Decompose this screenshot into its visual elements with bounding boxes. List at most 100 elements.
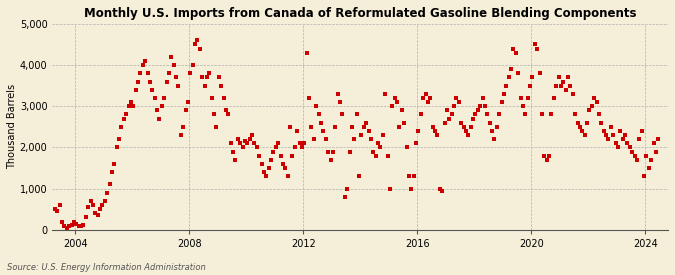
Point [107,170,117,174]
Point [152,108,163,112]
Point [178,125,188,129]
Point [180,108,191,112]
Point [385,186,396,191]
Point [522,96,533,100]
Point [277,162,288,166]
Point [316,120,327,125]
Point [69,219,80,224]
Point [418,96,429,100]
Point [446,112,457,117]
Point [534,71,545,76]
Point [92,213,103,218]
Point [349,137,360,141]
Point [622,141,633,145]
Point [624,145,635,150]
Point [465,125,476,129]
Point [587,104,597,108]
Point [308,137,319,141]
Point [553,75,564,80]
Point [299,141,310,145]
Point [579,133,590,137]
Point [570,112,580,117]
Point [620,133,630,137]
Point [90,211,101,216]
Point [420,92,431,96]
Point [477,96,488,100]
Point [408,174,419,178]
Point [510,51,521,55]
Point [296,145,307,150]
Point [598,129,609,133]
Point [273,141,284,145]
Point [163,71,174,76]
Point [252,145,263,150]
Point [496,100,507,104]
Point [610,141,621,145]
Point [439,120,450,125]
Point [513,71,524,76]
Point [88,203,99,207]
Point [556,83,566,88]
Point [368,149,379,154]
Point [460,129,471,133]
Point [261,174,272,178]
Point [406,186,416,191]
Point [375,145,386,150]
Point [370,153,381,158]
Point [601,133,612,137]
Point [113,137,124,141]
Point [612,145,623,150]
Point [78,223,89,227]
Point [399,120,410,125]
Point [484,120,495,125]
Point [546,112,557,117]
Point [548,96,559,100]
Point [627,149,638,154]
Point [223,112,234,117]
Point [133,79,144,84]
Point [171,75,182,80]
Point [157,104,167,108]
Point [651,149,661,154]
Point [190,42,200,47]
Point [271,145,281,150]
Point [61,226,72,230]
Point [506,67,516,72]
Point [532,46,543,51]
Point [449,104,460,108]
Point [182,100,193,104]
Point [351,112,362,117]
Point [401,145,412,150]
Point [380,92,391,96]
Point [482,112,493,117]
Point [568,92,578,96]
Point [454,100,464,104]
Point [216,83,227,88]
Point [161,79,172,84]
Point [123,104,134,108]
Point [254,153,265,158]
Point [185,71,196,76]
Point [493,112,504,117]
Point [149,96,160,100]
Point [577,129,588,133]
Point [266,158,277,162]
Point [373,141,383,145]
Point [259,170,269,174]
Point [504,75,514,80]
Point [168,63,179,67]
Point [126,100,136,104]
Point [249,141,260,145]
Point [194,46,205,51]
Point [211,125,222,129]
Point [591,100,602,104]
Point [396,108,407,112]
Point [263,166,274,170]
Point [584,108,595,112]
Point [629,153,640,158]
Title: Monthly U.S. Imports from Canada of Reformulated Gasoline Blending Components: Monthly U.S. Imports from Canada of Refo… [84,7,637,20]
Point [458,125,469,129]
Point [551,83,562,88]
Point [304,96,315,100]
Point [197,75,208,80]
